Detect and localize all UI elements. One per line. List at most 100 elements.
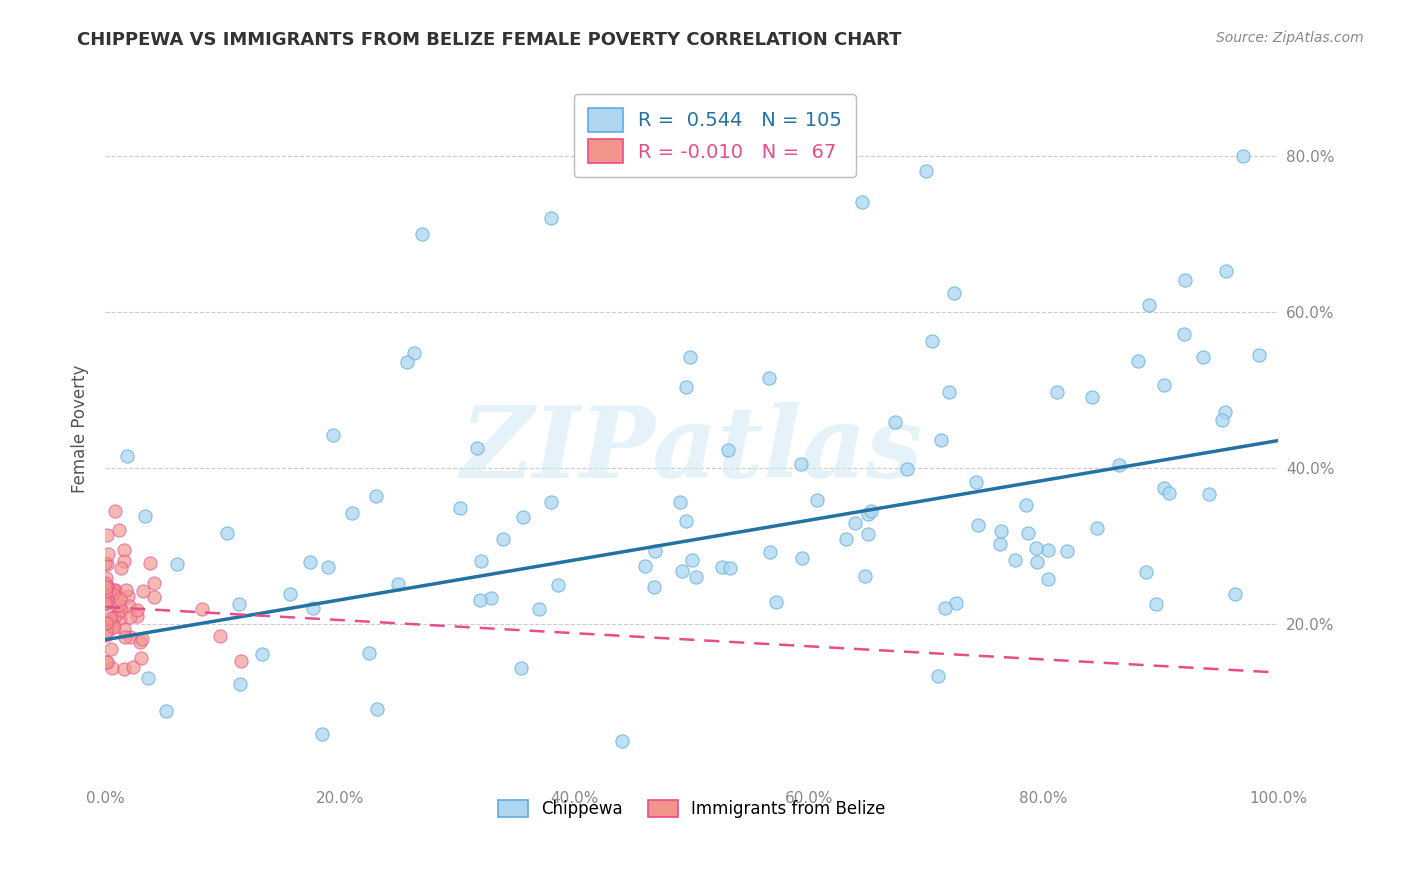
Point: [94, 582, 117, 596]
Point: [131, 584, 153, 599]
Point: [155, 704, 177, 718]
Point: [1135, 566, 1157, 580]
Point: [1174, 273, 1197, 287]
Point: [366, 702, 388, 716]
Point: [765, 595, 787, 609]
Point: [856, 526, 879, 541]
Point: [96, 624, 118, 638]
Point: [396, 355, 419, 369]
Point: [685, 570, 707, 584]
Point: [104, 584, 127, 599]
Point: [449, 500, 471, 515]
Point: [510, 660, 533, 674]
Point: [492, 532, 515, 546]
Point: [834, 532, 856, 546]
Point: [101, 587, 124, 601]
Point: [990, 537, 1012, 551]
Point: [94, 556, 117, 570]
Point: [103, 620, 125, 634]
Point: [118, 599, 141, 613]
Point: [108, 610, 131, 624]
Point: [512, 510, 534, 524]
Point: [404, 345, 426, 359]
Point: [1025, 555, 1047, 569]
Point: [990, 524, 1012, 538]
Point: [612, 734, 634, 748]
Point: [883, 415, 905, 429]
Point: [668, 495, 690, 509]
Point: [1225, 586, 1247, 600]
Point: [110, 591, 132, 606]
Point: [792, 550, 814, 565]
Point: [125, 608, 148, 623]
Point: [115, 450, 138, 464]
Point: [1215, 264, 1237, 278]
Point: [710, 559, 733, 574]
Point: [98, 615, 121, 629]
Point: [387, 577, 409, 591]
Point: [1192, 350, 1215, 364]
Point: [547, 578, 569, 592]
Point: [1046, 385, 1069, 400]
Point: [311, 727, 333, 741]
Point: [758, 371, 780, 385]
Point: [94, 587, 117, 601]
Point: [1173, 327, 1195, 342]
Point: [105, 598, 128, 612]
Point: [114, 630, 136, 644]
Point: [112, 623, 135, 637]
Point: [681, 553, 703, 567]
Point: [100, 642, 122, 657]
Point: [96, 528, 118, 542]
Point: [122, 660, 145, 674]
Point: [107, 607, 129, 621]
Point: [671, 565, 693, 579]
Point: [104, 504, 127, 518]
Point: [94, 597, 117, 611]
Point: [103, 610, 125, 624]
Point: [131, 632, 153, 646]
Point: [1232, 148, 1254, 162]
Point: [103, 582, 125, 597]
Point: [94, 580, 117, 594]
Point: [129, 635, 152, 649]
Point: [790, 457, 813, 471]
Point: [540, 495, 562, 509]
Point: [1015, 498, 1038, 512]
Text: Source: ZipAtlas.com: Source: ZipAtlas.com: [1216, 31, 1364, 45]
Point: [208, 629, 231, 643]
Point: [94, 576, 117, 591]
Point: [644, 544, 666, 558]
Point: [110, 603, 132, 617]
Point: [96, 571, 118, 585]
Point: [302, 601, 325, 615]
Point: [118, 609, 141, 624]
Point: [468, 593, 491, 607]
Point: [1137, 298, 1160, 312]
Point: [97, 594, 120, 608]
Point: [1198, 486, 1220, 500]
Point: [229, 677, 252, 691]
Point: [1085, 521, 1108, 535]
Point: [115, 583, 138, 598]
Point: [1126, 353, 1149, 368]
Point: [965, 475, 987, 489]
Point: [96, 655, 118, 669]
Point: [966, 517, 988, 532]
Point: [851, 195, 873, 210]
Point: [100, 611, 122, 625]
Point: [129, 651, 152, 665]
Point: [94, 576, 117, 591]
Point: [229, 654, 252, 668]
Point: [366, 489, 388, 503]
Point: [860, 504, 883, 518]
Point: [1036, 543, 1059, 558]
Point: [96, 628, 118, 642]
Point: [98, 616, 121, 631]
Point: [98, 586, 121, 600]
Point: [103, 620, 125, 634]
Point: [166, 557, 188, 571]
Point: [411, 227, 433, 241]
Point: [104, 583, 127, 598]
Point: [1108, 458, 1130, 472]
